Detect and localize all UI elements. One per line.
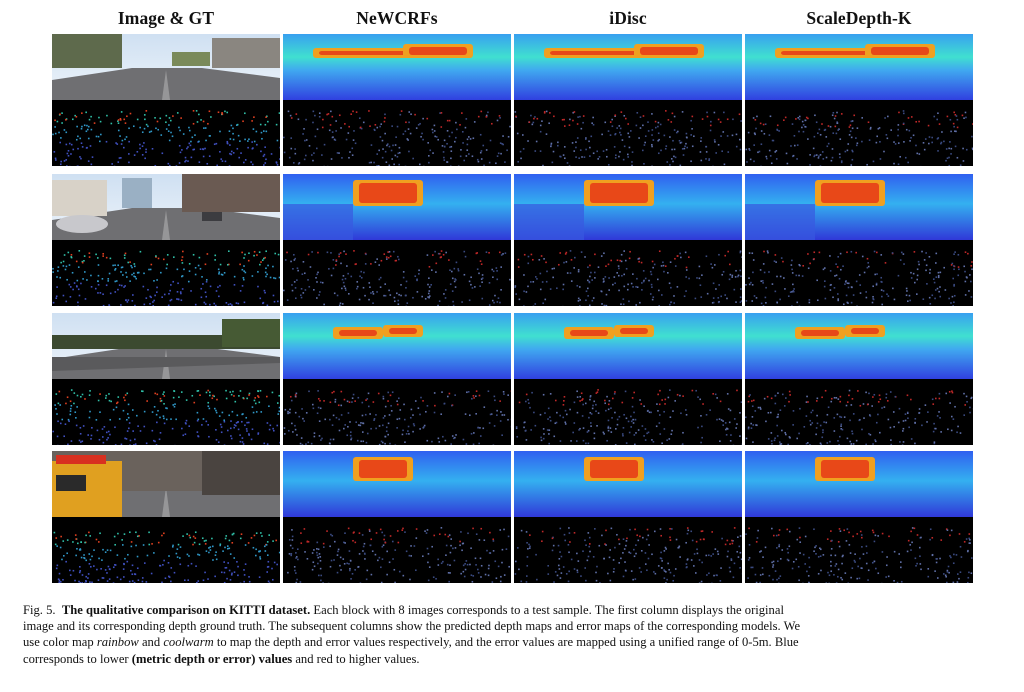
newcrfs-depth-map-graphic [283, 451, 511, 517]
sample-block-2 [52, 174, 974, 306]
newcrfs-depth-map [283, 34, 511, 100]
scaledepth-k-depth-map-graphic [745, 34, 973, 100]
figure-label: Fig. 5. [23, 603, 56, 617]
caption-line-2: image and its corresponding depth ground… [23, 619, 801, 634]
newcrfs-error-map [283, 517, 511, 583]
scaledepth-k-error-map-graphic [745, 240, 973, 306]
scaledepth-k-depth-map-graphic [745, 451, 973, 517]
image-gt-input-image-graphic [52, 313, 280, 379]
caption-text-3b: and [141, 635, 161, 650]
figure-caption: Fig. 5. The qualitative comparison on KI… [23, 602, 1005, 667]
sample-block-3 [52, 313, 974, 445]
sample-block-4 [52, 451, 974, 583]
scaledepth-k-depth-map [745, 34, 973, 100]
idisc-depth-map-graphic [514, 313, 742, 379]
idisc-error-map-graphic [514, 100, 742, 166]
sample-block-1 [52, 34, 974, 166]
scaledepth-k-error-map [745, 379, 973, 445]
caption-title: The qualitative comparison on KITTI data… [61, 603, 311, 617]
newcrfs-error-map-graphic [283, 379, 511, 445]
image-gt-ground-truth-map [52, 240, 280, 306]
column-header-idisc: iDisc [609, 8, 647, 28]
idisc-error-map [514, 240, 742, 306]
image-gt-input-image-graphic [52, 451, 280, 517]
image-gt-input-image-graphic [52, 174, 280, 240]
scaledepth-k-error-map-graphic [745, 517, 973, 583]
newcrfs-error-map-graphic [283, 517, 511, 583]
newcrfs-error-map [283, 379, 511, 445]
idisc-error-map-graphic [514, 240, 742, 306]
image-gt-ground-truth-map-graphic [52, 240, 280, 306]
scaledepth-k-error-map-graphic [745, 379, 973, 445]
scaledepth-k-depth-map-graphic [745, 174, 973, 240]
image-gt-input-image [52, 313, 280, 379]
idisc-depth-map [514, 313, 742, 379]
scaledepth-k-error-map [745, 517, 973, 583]
idisc-depth-map [514, 34, 742, 100]
scaledepth-k-depth-map [745, 451, 973, 517]
scaledepth-k-error-map [745, 100, 973, 166]
newcrfs-error-map [283, 100, 511, 166]
column-headers: Image & GT NeWCRFs iDisc ScaleDepth-K [52, 4, 974, 32]
scaledepth-k-depth-map [745, 174, 973, 240]
idisc-depth-map [514, 174, 742, 240]
newcrfs-depth-map [283, 451, 511, 517]
newcrfs-depth-map-graphic [283, 174, 511, 240]
image-gt-input-image [52, 174, 280, 240]
idisc-error-map [514, 379, 742, 445]
newcrfs-error-map-graphic [283, 100, 511, 166]
newcrfs-depth-map-graphic [283, 34, 511, 100]
image-gt-ground-truth-map [52, 379, 280, 445]
caption-italic-coolwarm: coolwarm [163, 635, 214, 650]
caption-text-4a: corresponds to lower [23, 651, 129, 666]
idisc-depth-map-graphic [514, 451, 742, 517]
idisc-depth-map-graphic [514, 174, 742, 240]
image-gt-input-image [52, 451, 280, 517]
idisc-error-map [514, 100, 742, 166]
image-gt-input-image [52, 34, 280, 100]
idisc-error-map-graphic [514, 379, 742, 445]
idisc-depth-map-graphic [514, 34, 742, 100]
image-gt-ground-truth-map [52, 100, 280, 166]
idisc-error-map-graphic [514, 517, 742, 583]
scaledepth-k-depth-map [745, 313, 973, 379]
column-header-image-gt: Image & GT [117, 8, 215, 28]
caption-text-4b: and red to higher values. [295, 651, 420, 666]
idisc-error-map [514, 517, 742, 583]
idisc-depth-map [514, 451, 742, 517]
image-gt-ground-truth-map-graphic [52, 379, 280, 445]
newcrfs-error-map [283, 240, 511, 306]
newcrfs-error-map-graphic [283, 240, 511, 306]
newcrfs-depth-map [283, 174, 511, 240]
image-gt-input-image-graphic [52, 34, 280, 100]
scaledepth-k-depth-map-graphic [745, 313, 973, 379]
caption-italic-rainbow: rainbow [96, 635, 139, 650]
column-header-scaledepth-k: ScaleDepth-K [806, 8, 912, 28]
scaledepth-k-error-map-graphic [745, 100, 973, 166]
caption-text-3a: use color map [23, 635, 94, 650]
image-gt-ground-truth-map-graphic [52, 100, 280, 166]
column-header-newcrfs: NeWCRFs [356, 8, 438, 28]
image-gt-ground-truth-map-graphic [52, 517, 280, 583]
caption-text-1: Each block with 8 images corresponds to … [313, 603, 784, 617]
image-gt-ground-truth-map [52, 517, 280, 583]
caption-bold-values: (metric depth or error) values [131, 651, 293, 666]
scaledepth-k-error-map [745, 240, 973, 306]
newcrfs-depth-map [283, 313, 511, 379]
newcrfs-depth-map-graphic [283, 313, 511, 379]
caption-text-3c: to map the depth and error values respec… [216, 635, 799, 650]
